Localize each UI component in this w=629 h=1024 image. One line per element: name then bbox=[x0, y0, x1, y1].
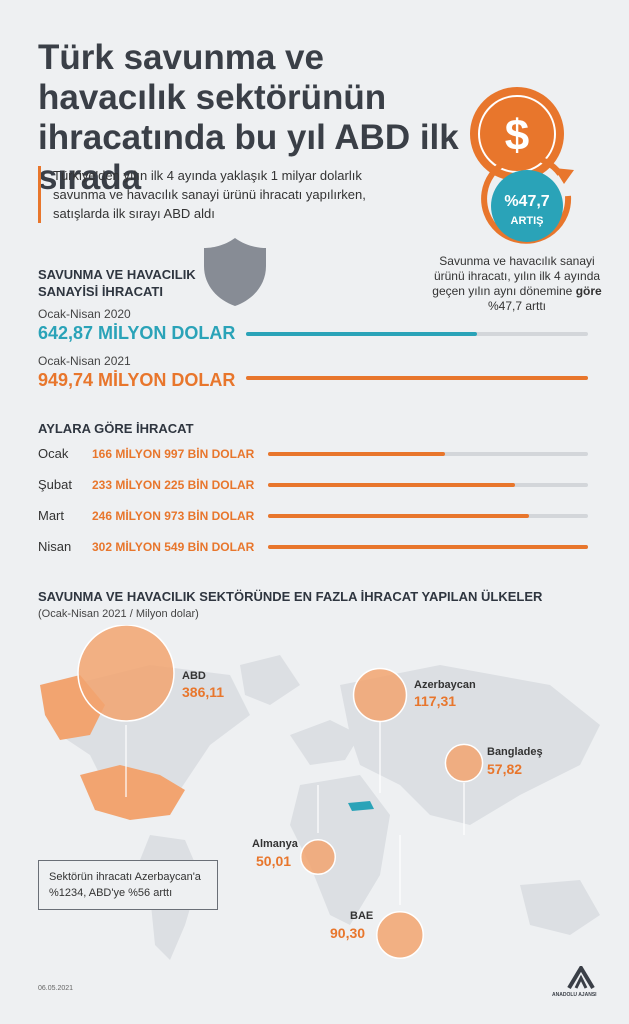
month-bar bbox=[268, 452, 445, 456]
growth-badge: $ %47,7 ARTIŞ bbox=[470, 87, 574, 244]
shield-icon bbox=[204, 238, 266, 306]
bar-track-2021 bbox=[246, 376, 588, 380]
aa-logo-icon bbox=[567, 966, 595, 990]
country-value-bae: 90,30 bbox=[330, 925, 366, 941]
bar-2020 bbox=[246, 332, 478, 336]
greenland-shape bbox=[240, 655, 300, 705]
country-name-almanya: Almanya bbox=[252, 838, 298, 850]
year-label-2021: Ocak-Nisan 2021 bbox=[38, 354, 131, 368]
month-bar bbox=[268, 545, 588, 549]
europe-shape bbox=[290, 720, 360, 765]
page-title: Türk savunma ve havacılık sektörünün ihr… bbox=[38, 38, 459, 197]
month-value: 233 MİLYON 225 BİN DOLAR bbox=[92, 478, 255, 492]
arrow-arc-icon bbox=[481, 153, 572, 244]
month-value: 302 MİLYON 549 BİN DOLAR bbox=[92, 540, 255, 554]
value-2020: 642,87 MİLYON DOLAR bbox=[38, 323, 236, 343]
country-bubbles bbox=[77, 625, 484, 959]
growth-value: %47,7 bbox=[504, 193, 549, 210]
turkey-shape bbox=[348, 801, 374, 811]
footer-date: 06.05.2021 bbox=[38, 985, 74, 992]
country-value-abd: 386,11 bbox=[182, 684, 225, 700]
month-track bbox=[268, 514, 588, 518]
year-label-2020: Ocak-Nisan 2020 bbox=[38, 307, 131, 321]
usa-shape bbox=[80, 765, 185, 820]
country-bubble-ABD bbox=[77, 625, 175, 722]
dollar-sign: $ bbox=[505, 111, 529, 160]
map-note: Sektörün ihracatı Azerbaycan'a %1234, AB… bbox=[38, 860, 218, 910]
country-name-bae: BAE bbox=[350, 910, 374, 922]
bar-2021 bbox=[246, 376, 588, 380]
month-track bbox=[268, 452, 588, 456]
month-track bbox=[268, 483, 588, 487]
arrow-head-icon bbox=[554, 168, 574, 184]
country-value-almanya: 50,01 bbox=[256, 853, 292, 869]
bar-track-2020 bbox=[246, 332, 588, 336]
subtitle: Türkiye'den yılın ilk 4 ayında yaklaşık … bbox=[38, 166, 413, 223]
month-bar bbox=[268, 514, 530, 518]
africa-shape bbox=[290, 775, 390, 925]
badge-note: Savunma ve havacılık sanayi ürünü ihraca… bbox=[432, 254, 602, 313]
growth-label: ARTIŞ bbox=[511, 215, 544, 227]
month-bar bbox=[268, 483, 515, 487]
month-track bbox=[268, 545, 588, 549]
month-label: Nisan bbox=[38, 539, 72, 554]
value-2021: 949,74 MİLYON DOLAR bbox=[38, 370, 236, 390]
country-value-banglades: 57,82 bbox=[487, 761, 523, 777]
country-bubble-BAE bbox=[376, 911, 424, 959]
country-bubble-Bangladeş bbox=[444, 743, 484, 783]
section-subtitle-countries: (Ocak-Nisan 2021 / Milyon dolar) bbox=[38, 608, 199, 620]
month-label: Mart bbox=[38, 508, 64, 523]
country-name-abd: ABD bbox=[182, 670, 206, 682]
country-bubble-Almanya bbox=[299, 838, 337, 876]
country-bubble-Azerbaycan bbox=[352, 667, 408, 723]
month-label: Şubat bbox=[38, 477, 72, 492]
country-name-azerbaycan: Azerbaycan bbox=[414, 679, 476, 691]
month-value: 166 MİLYON 997 BİN DOLAR bbox=[92, 447, 255, 461]
country-name-banglades: Bangladeş bbox=[487, 746, 543, 758]
section-title-annual: SAVUNMA VE HAVACILIK SANAYİSİ İHRACATI bbox=[38, 267, 196, 299]
australia-shape bbox=[520, 880, 600, 935]
section-title-countries: SAVUNMA VE HAVACILIK SEKTÖRÜNDE EN FAZLA… bbox=[38, 589, 543, 604]
month-value: 246 MİLYON 973 BİN DOLAR bbox=[92, 509, 255, 523]
footer-agency: ANADOLU AJANSI bbox=[552, 992, 597, 998]
connectors bbox=[125, 720, 465, 905]
section-title-monthly: AYLARA GÖRE İHRACAT bbox=[38, 421, 194, 436]
country-value-azerbaycan: 117,31 bbox=[414, 693, 457, 709]
month-label: Ocak bbox=[38, 446, 69, 461]
growth-circle bbox=[491, 170, 563, 242]
